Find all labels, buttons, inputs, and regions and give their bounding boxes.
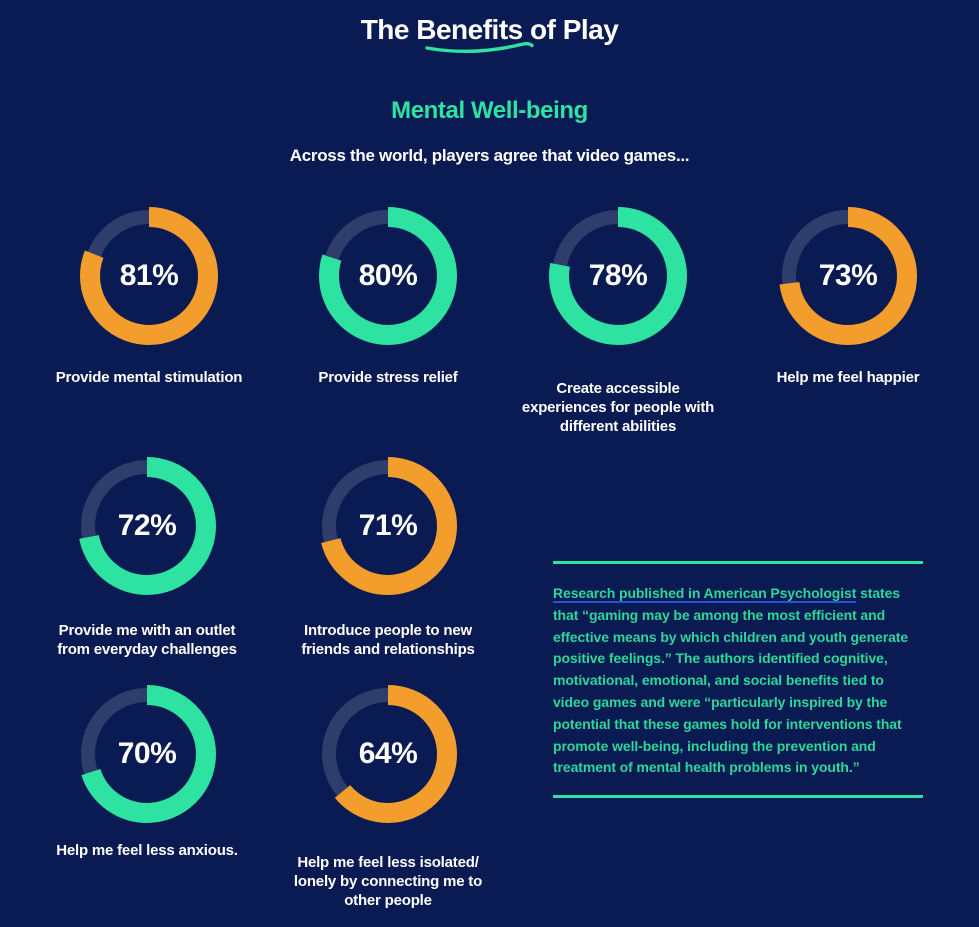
donut-progress-arc [779, 207, 917, 345]
research-note-text: Research published in American Psycholog… [553, 583, 923, 779]
section-title: Mental Well-being [391, 97, 588, 124]
page-title: The Benefits of Play [360, 14, 619, 45]
donut-label: Provide stress relief [318, 369, 458, 386]
donut-label: Help me feel happier [776, 369, 920, 386]
donut-label: Create accessible experiences for people… [521, 380, 715, 435]
donut-progress-arc [78, 457, 216, 595]
donut-progress-arc [549, 207, 687, 345]
stat-card: 64% Help me feel less isolated/ lonely b… [273, 684, 503, 910]
stat-card: 70% Help me feel less anxious. [32, 684, 262, 860]
donut-percent-value: 64% [358, 737, 418, 770]
donut-chart: 72% [77, 456, 217, 596]
donut-percent-value: 72% [117, 509, 177, 542]
research-source-link[interactable]: Research published in American Psycholog… [553, 585, 857, 603]
stat-card: 81% Provide mental stimulation [34, 206, 264, 387]
stat-card: 71% Introduce people to new friends and … [273, 456, 503, 659]
donut-percent-value: 70% [117, 737, 177, 770]
donut-chart: 71% [318, 456, 458, 596]
donut-label: Provide me with an outlet from everyday … [57, 622, 237, 658]
donut-percent-value: 80% [358, 259, 418, 292]
donut-chart: 80% [318, 206, 458, 346]
stat-card: 80% Provide stress relief [273, 206, 503, 387]
donut-progress-arc [78, 685, 216, 823]
donut-chart: 73% [778, 206, 918, 346]
stat-card: 73% Help me feel happier [733, 206, 963, 387]
donut-percent-value: 73% [818, 259, 878, 292]
section-subtitle: Across the world, players agree that vid… [289, 146, 690, 165]
donut-progress-arc [80, 207, 218, 345]
donut-chart: 70% [77, 684, 217, 824]
donut-progress-arc [319, 685, 457, 823]
divider-bottom [553, 795, 923, 799]
donut-chart: 81% [79, 206, 219, 346]
donut-percent-value: 81% [119, 259, 179, 292]
donut-percent-value: 78% [588, 259, 648, 292]
donut-chart: 78% [548, 206, 688, 346]
donut-label: Provide mental stimulation [55, 369, 243, 386]
donut-label: Introduce people to new friends and rela… [301, 622, 475, 658]
stat-card: 78% Create accessible experiences for pe… [503, 206, 733, 436]
donut-progress-arc [319, 207, 457, 345]
divider-top [553, 561, 923, 564]
donut-progress-arc [319, 457, 457, 595]
research-note-body: states that “gaming may be among the mos… [553, 585, 909, 776]
donut-chart: 64% [318, 684, 458, 824]
donut-percent-value: 71% [358, 509, 418, 542]
research-note: Research published in American Psycholog… [553, 561, 923, 799]
donut-label: Help me feel less isolated/ lonely by co… [293, 854, 483, 909]
title-underline-swoosh-icon [425, 42, 534, 54]
donut-label: Help me feel less anxious. [56, 842, 238, 859]
stat-card: 72% Provide me with an outlet from every… [32, 456, 262, 659]
